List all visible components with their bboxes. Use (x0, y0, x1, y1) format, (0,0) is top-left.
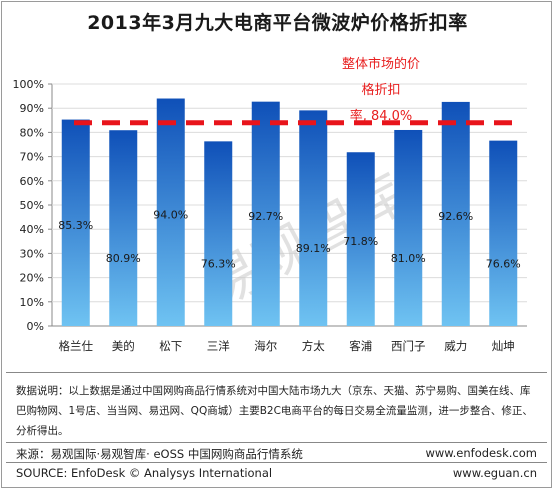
chart-title: 2013年3月九大电商平台微波炉价格折扣率 (87, 12, 468, 34)
bar-value-label: 76.6% (486, 257, 521, 270)
bar (204, 141, 233, 326)
y-tick-label: 70% (20, 151, 44, 164)
footer-source-cn: 来源：易观国际·易观智库· eOSS 中国网购商品行情系统 www.enfode… (6, 442, 547, 464)
site-link-1[interactable]: www.enfodesk.com (425, 446, 537, 460)
bar (251, 101, 280, 326)
y-tick-label: 10% (20, 296, 44, 309)
y-tick-label: 80% (20, 126, 44, 139)
bar-value-label: 80.9% (106, 252, 141, 265)
data-note: 数据说明：以上数据是通过中国网购商品行情系统对中国大陆市场九大（京东、天猫、苏宁… (6, 372, 547, 442)
y-tick-label: 20% (20, 272, 44, 285)
bar-value-label: 94.0% (153, 208, 188, 221)
bar-value-label: 92.7% (248, 210, 283, 223)
bar (156, 98, 185, 327)
source-en-text: SOURCE: EnfoDesk © Analysys Internationa… (16, 466, 273, 480)
x-tick-label: 海尔 (254, 339, 277, 353)
y-tick-label: 40% (20, 223, 44, 236)
y-tick-label: 60% (20, 175, 44, 188)
bar-value-label: 76.3% (201, 258, 236, 271)
y-tick-label: 30% (20, 247, 44, 260)
y-tick-label: 100% (13, 78, 44, 91)
bar-value-label: 85.3% (58, 219, 93, 232)
bar (489, 140, 518, 326)
x-tick-label: 方太 (302, 339, 325, 353)
reference-annotation: 整体市场的价 格折扣 率, 84.0% (322, 52, 440, 130)
reference-label-line-1: 整体市场的价 (341, 57, 420, 72)
reference-label-line-2: 格折扣 (361, 83, 401, 98)
bar (299, 110, 328, 327)
bar (394, 129, 423, 326)
x-tick-label: 松下 (159, 339, 182, 353)
bar (109, 130, 138, 326)
y-tick-label: 90% (20, 102, 44, 115)
x-tick-label: 格兰仕 (59, 339, 94, 353)
bar-value-label: 89.1% (296, 242, 331, 255)
x-tick-label: 三洋 (207, 339, 230, 353)
x-tick-label: 西门子 (391, 339, 426, 353)
y-tick-label: 50% (20, 199, 44, 212)
bar-value-label: 92.6% (438, 210, 473, 223)
bar (346, 152, 375, 326)
x-tick-label: 美的 (112, 339, 135, 353)
x-tick-label: 威力 (444, 339, 467, 353)
y-tick-label: 0% (27, 320, 44, 333)
x-tick-label: 灿坤 (492, 339, 515, 353)
bar-value-label: 71.8% (343, 235, 378, 248)
bar (61, 119, 90, 326)
x-tick-label: 客浦 (349, 339, 372, 353)
reference-label-line-3: 率, 84.0% (349, 109, 413, 124)
bar (441, 101, 470, 327)
bar-value-label: 81.0% (391, 252, 426, 265)
source-cn-text: 来源：易观国际·易观智库· eOSS 中国网购商品行情系统 (16, 447, 303, 461)
site-link-2[interactable]: www.eguan.cn (452, 466, 537, 480)
footer-source-en: SOURCE: EnfoDesk © Analysys Internationa… (6, 462, 547, 484)
